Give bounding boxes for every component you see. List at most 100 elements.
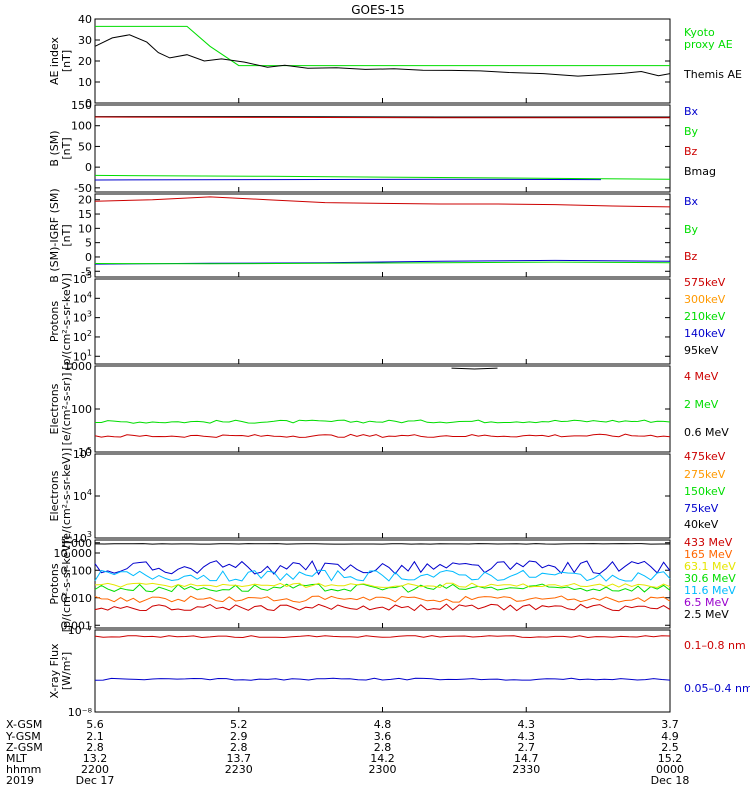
y-axis-label: Electrons	[48, 383, 61, 434]
panel-frame	[94, 539, 671, 629]
y-tick-label: 10	[78, 222, 92, 235]
series-bx	[94, 178, 602, 181]
x-axis-value: 14.2	[370, 752, 395, 765]
y-tick-label: 20	[78, 55, 92, 68]
legend-entry: Bz	[684, 145, 698, 158]
legend-entry: 11.6 MeV	[684, 584, 736, 597]
y-axis-label: B (SM)	[48, 130, 61, 166]
y-axis-label: Protons	[48, 563, 61, 604]
page-title: GOES-15	[351, 3, 405, 17]
x-axis-value: 4.3	[518, 730, 536, 743]
x-axis-value: 2200	[81, 763, 109, 776]
y-axis-label: [nT]	[60, 224, 73, 246]
y-tick-label: 10.000	[54, 547, 93, 560]
x-axis-value: 3.6	[374, 730, 392, 743]
y-tick-label: 10	[78, 446, 92, 459]
y-axis-label: X-ray Flux	[48, 643, 61, 699]
x-axis-value: 2.8	[86, 741, 104, 754]
series-bz	[94, 116, 670, 119]
series-by	[94, 261, 671, 265]
y-tick-label: 20	[78, 194, 92, 207]
y-tick-label: 5	[85, 237, 92, 250]
legend-entry: 4 MeV	[684, 370, 719, 383]
legend-entry: 433 MeV	[684, 536, 733, 549]
legend-entry: By	[684, 223, 699, 236]
y-axis-label: [nT]	[60, 137, 73, 159]
y-axis-label: AE index	[48, 36, 61, 85]
legend-entry: Bx	[684, 195, 699, 208]
x-axis-value: 14.7	[514, 752, 539, 765]
legend-entry: 0.05–0.4 nm	[684, 682, 750, 695]
panel-xray: 10⁻⁸ 10⁻⁷ X-ray Flux [W/m²] 0.1–0.8 nm 0.05–0…	[48, 624, 750, 719]
y-axis-label: [p/(cm²-s-sr-keV)]	[60, 273, 73, 370]
y-tick-label: -50	[74, 182, 92, 195]
x-axis-value: Dec 18	[651, 774, 690, 787]
y-tick-label: -5	[81, 265, 92, 278]
y-axis-label: [nT]	[60, 50, 73, 72]
x-axis-row-label: MLT	[6, 752, 27, 765]
y-axis-label: [p/(cm²-s-sr-keV)]	[60, 536, 73, 633]
panel-frame	[94, 365, 671, 453]
legend-entry: 0.1–0.8 nm	[684, 639, 746, 652]
legend-entry: Bx	[684, 105, 699, 118]
legend-entry: Bmag	[684, 165, 716, 178]
x-axis-row-label: Y-GSM	[5, 730, 41, 743]
legend-entry: 0.6 MeV	[684, 426, 729, 439]
series-6-5-mev	[94, 560, 671, 576]
legend-entry: 75keV	[684, 502, 719, 515]
y-axis-label: Electrons	[48, 470, 61, 521]
series-433-mev	[94, 603, 671, 612]
series-11-6-mev	[94, 569, 671, 582]
legend-entry: 2.5 MeV	[684, 608, 729, 621]
y-tick-label: 0	[85, 97, 92, 110]
panel-frame	[94, 629, 671, 713]
panel-frame	[94, 18, 671, 104]
panel-frame	[94, 453, 671, 539]
y-tick-label: 102	[73, 329, 92, 344]
x-axis-value: 2.7	[518, 741, 536, 754]
x-axis-value: 13.2	[83, 752, 108, 765]
y-tick-label: 104	[73, 290, 92, 305]
y-tick-label: 103	[73, 310, 92, 325]
x-axis-row-label: hhmm	[6, 763, 41, 776]
panel-frame	[94, 278, 671, 365]
series-0-6-mev	[451, 367, 498, 370]
series-2-mev	[95, 419, 671, 424]
legend-entry: 275keV	[684, 468, 726, 481]
y-tick-label: 10	[78, 76, 92, 89]
y-tick-label: 0	[85, 161, 92, 174]
legend-entry: 95keV	[684, 344, 719, 357]
series-by	[94, 174, 671, 180]
x-axis-value: 4.9	[661, 730, 679, 743]
legend-entry: 2 MeV	[684, 398, 719, 411]
x-axis-row-label: 2019	[6, 774, 34, 787]
y-tick-label: 105	[73, 271, 92, 286]
legend-entry: 150keV	[684, 485, 726, 498]
legend-entry: Bz	[684, 250, 698, 263]
y-tick-label: 10⁻⁸	[68, 706, 93, 719]
x-axis-row-label: X-GSM	[6, 718, 42, 731]
x-axis-value: 13.7	[227, 752, 252, 765]
y-tick-label: 50	[78, 140, 92, 153]
y-tick-label: 1.000	[61, 537, 93, 550]
series-bz	[94, 196, 671, 208]
x-axis-value: 2.1	[86, 730, 104, 743]
x-axis-value: Dec 17	[76, 774, 115, 787]
legend-entry: 475keV	[684, 450, 726, 463]
y-tick-label: 30	[78, 34, 92, 47]
series-30-6-mev	[94, 583, 671, 593]
series-2-5-mev	[94, 543, 670, 545]
series-165-mev	[94, 595, 671, 603]
panel-frame	[94, 193, 671, 278]
x-axis-value: 2300	[369, 763, 397, 776]
legend-entry: 575keV	[684, 276, 726, 289]
y-axis-label: [W/m²]	[60, 652, 73, 690]
x-axis-value: 4.8	[374, 718, 392, 731]
legend-entry: 30.6 MeV	[684, 572, 736, 585]
x-axis-value: 5.2	[230, 718, 248, 731]
series-4-mev	[94, 433, 671, 438]
